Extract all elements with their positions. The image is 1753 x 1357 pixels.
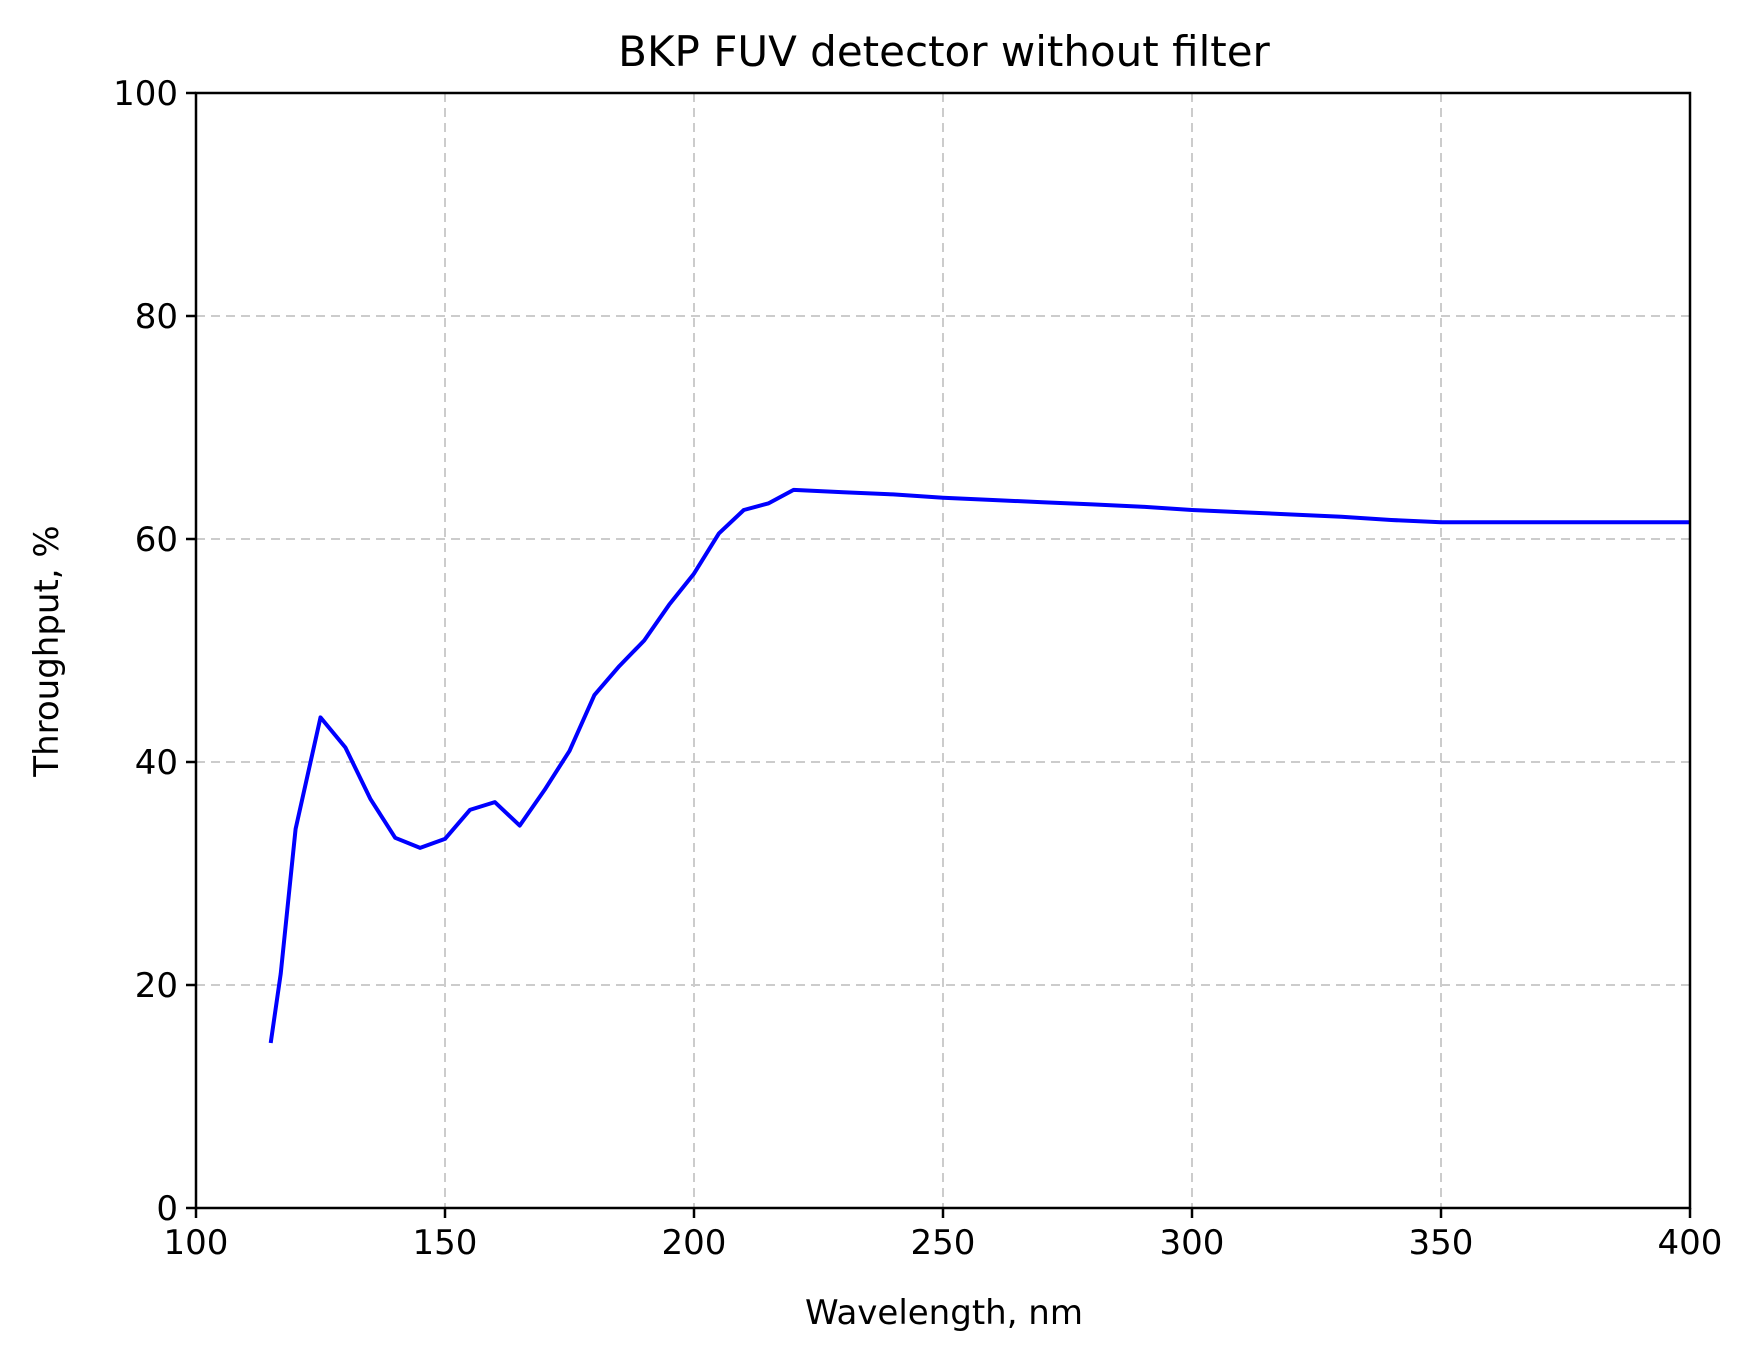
x-tick-label: 200 bbox=[662, 1223, 727, 1263]
y-tick-label: 20 bbox=[135, 966, 178, 1006]
y-axis-label: Throughput, % bbox=[27, 525, 67, 777]
series-layer bbox=[268, 487, 1690, 1044]
y-tick-label: 60 bbox=[135, 520, 178, 560]
x-tick-label: 400 bbox=[1658, 1223, 1723, 1263]
y-tick-label: 80 bbox=[135, 297, 178, 337]
x-axis-label: Wavelength, nm bbox=[805, 1293, 1083, 1333]
y-tick-label: 100 bbox=[113, 74, 178, 114]
grid-lines bbox=[195, 92, 1691, 1209]
x-tick-label: 350 bbox=[1409, 1223, 1474, 1263]
x-tick-label: 300 bbox=[1160, 1223, 1225, 1263]
chart-title: BKP FUV detector without filter bbox=[618, 27, 1270, 76]
x-tick-label: 100 bbox=[164, 1223, 229, 1263]
x-tick-label: 250 bbox=[911, 1223, 976, 1263]
axes: 100 150 200 250 300 350 400 0 20 40 60 80 100 bbox=[113, 74, 1722, 1263]
x-tick-label: 150 bbox=[413, 1223, 478, 1263]
y-tick-label: 0 bbox=[156, 1189, 178, 1229]
y-tick-label: 40 bbox=[135, 743, 178, 783]
series-line bbox=[268, 487, 1690, 1044]
